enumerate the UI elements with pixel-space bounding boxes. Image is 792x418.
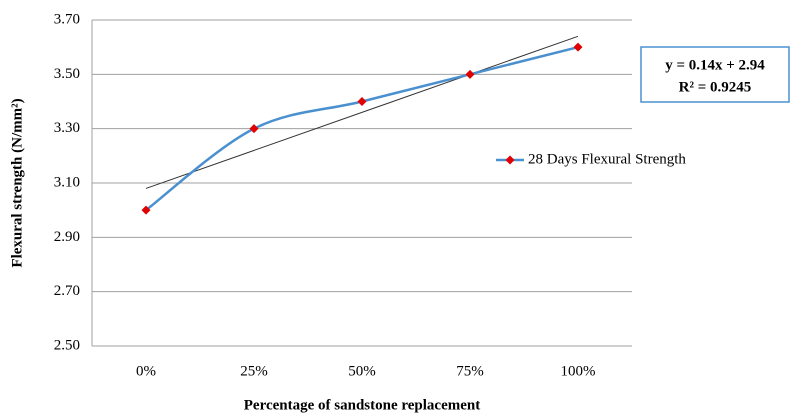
r-squared: R² = 0.9245 <box>679 79 752 95</box>
marker <box>573 42 583 52</box>
marker <box>249 124 259 134</box>
x-tick-label: 75% <box>456 363 484 379</box>
equation-box <box>640 46 790 103</box>
x-tick-label: 25% <box>240 363 268 379</box>
equation: y = 0.14x + 2.94 <box>665 57 765 73</box>
y-tick-label: 2.50 <box>54 337 80 353</box>
x-tick-label: 0% <box>136 363 156 379</box>
marker <box>141 205 151 215</box>
y-tick-label: 3.10 <box>54 174 80 190</box>
trendline <box>145 35 579 189</box>
x-tick-label: 100% <box>561 363 596 379</box>
x-tick-label: 50% <box>348 363 376 379</box>
y-tick-label: 2.90 <box>54 229 80 245</box>
y-tick-label: 3.50 <box>54 66 80 82</box>
marker <box>465 69 475 79</box>
y-axis-title: Flexural strength (N/mm²) <box>9 98 25 267</box>
y-tick-label: 3.70 <box>54 11 80 27</box>
y-tick-label: 2.70 <box>54 283 80 299</box>
legend-label: 28 Days Flexural Strength <box>528 151 686 167</box>
legend-marker <box>505 155 515 165</box>
x-axis-title: Percentage of sandstone replacement <box>244 397 480 413</box>
y-tick-label: 3.30 <box>54 120 80 136</box>
marker <box>357 97 367 106</box>
